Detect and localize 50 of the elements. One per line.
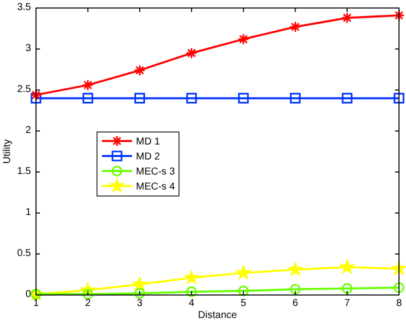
point bbox=[82, 92, 94, 104]
y-tick-label: 2.5 bbox=[17, 84, 32, 95]
point bbox=[134, 64, 146, 76]
x-tick-label: 1 bbox=[33, 298, 40, 309]
legend-label: MEC-s 3 bbox=[136, 166, 176, 178]
x-axis-title: Distance bbox=[198, 310, 238, 321]
y-tick-label: 3.5 bbox=[17, 2, 32, 13]
point bbox=[186, 92, 197, 104]
point bbox=[238, 33, 250, 45]
x-tick-label: 2 bbox=[85, 298, 92, 309]
point bbox=[236, 265, 251, 280]
point bbox=[132, 276, 148, 291]
y-tick-label: 1.5 bbox=[17, 166, 32, 177]
point bbox=[394, 282, 404, 293]
point bbox=[342, 283, 352, 294]
point bbox=[134, 92, 146, 104]
legend-label: MD 1 bbox=[136, 136, 160, 148]
point bbox=[288, 262, 303, 276]
x-tick-label: 7 bbox=[344, 298, 350, 309]
point bbox=[393, 10, 405, 22]
x-tick-label: 4 bbox=[188, 298, 195, 309]
legend-label: MEC-s 4 bbox=[136, 182, 176, 192]
point bbox=[392, 261, 406, 276]
y-tick-label: 2 bbox=[25, 125, 32, 136]
point bbox=[82, 79, 94, 91]
x-tick-label: 6 bbox=[292, 298, 299, 309]
point bbox=[30, 89, 42, 101]
legend-label: MD 2 bbox=[136, 152, 160, 162]
point bbox=[186, 286, 197, 298]
y-tick-label: 0 bbox=[25, 289, 32, 300]
y-tick-label: 3 bbox=[25, 43, 32, 54]
x-tick-label: 8 bbox=[396, 298, 402, 309]
x-tick-label: 5 bbox=[240, 298, 247, 309]
point bbox=[186, 47, 198, 59]
point bbox=[341, 12, 353, 24]
x-tick-label: 3 bbox=[136, 298, 143, 309]
y-tick-label: 0.5 bbox=[17, 248, 32, 259]
point bbox=[184, 270, 199, 284]
point bbox=[289, 21, 302, 33]
y-axis-title: Utility bbox=[2, 139, 13, 164]
point bbox=[290, 284, 301, 295]
point bbox=[290, 92, 301, 104]
point bbox=[238, 286, 249, 296]
point bbox=[340, 259, 354, 274]
point bbox=[30, 92, 42, 104]
y-tick-label: 1 bbox=[25, 207, 32, 218]
point bbox=[342, 92, 352, 104]
point bbox=[238, 92, 249, 104]
point bbox=[134, 288, 146, 299]
point bbox=[394, 92, 404, 104]
